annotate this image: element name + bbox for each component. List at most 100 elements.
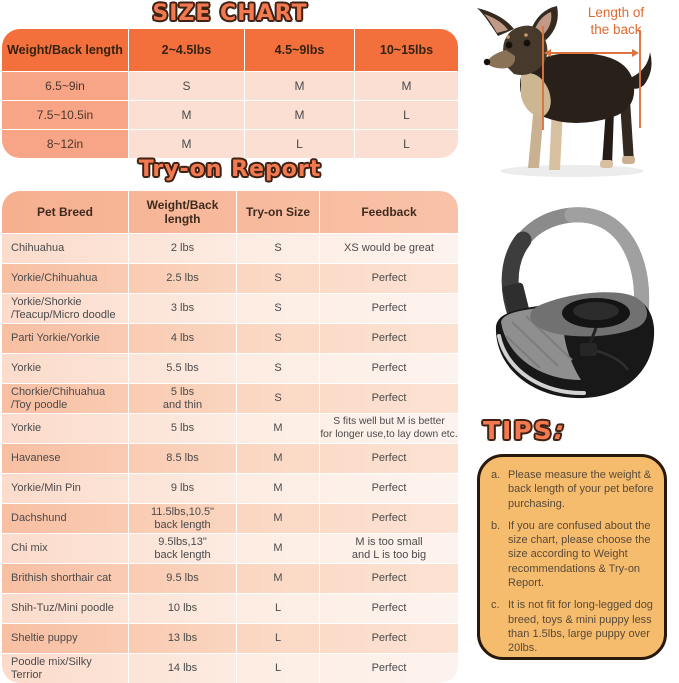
- feedback-cell: Perfect: [371, 302, 407, 315]
- tryon-size-cell: S: [237, 384, 320, 413]
- back-length-label-cell: 8~12in: [2, 130, 129, 158]
- weight-cell: 5.5 lbs: [129, 354, 237, 383]
- tryon-size-cell: M: [237, 504, 320, 533]
- arrow-shaft: [548, 52, 635, 54]
- pet-breed-cell: Shih-Tuz/Mini poodle: [2, 594, 129, 623]
- tryon-row: Yorkie/Chihuahua 2.5 lbs S Perfect: [2, 264, 458, 294]
- pet-breed-cell: Chi mix: [2, 534, 129, 563]
- tryon-size-cell: S: [237, 354, 320, 383]
- feedback-cell: Perfect: [371, 632, 407, 645]
- pet-breed-cell: Yorkie: [2, 354, 129, 383]
- size-chart-row: 6.5~9in S M M: [2, 72, 458, 101]
- weight-cell: 14 lbs: [129, 654, 237, 683]
- tip-text: If you are confused about the size chart…: [508, 519, 651, 590]
- size-chart-header-cell: 4.5~9lbs: [245, 29, 355, 71]
- tryon-header-cell: Pet Breed: [2, 191, 129, 233]
- tryon-size-cell: S: [237, 324, 320, 353]
- feedback-cell: Perfect: [371, 572, 407, 585]
- tryon-size-cell: S: [237, 234, 320, 263]
- tryon-row: Poodle mix/Silky Terrior 14 lbs L Perfec…: [2, 654, 458, 683]
- dog-photo: Length of the back: [462, 0, 679, 184]
- weight-cell: 10 lbs: [129, 594, 237, 623]
- tryon-row: Parti Yorkie/Yorkie 4 lbs S Perfect: [2, 324, 458, 354]
- size-value-cell: S: [129, 72, 245, 100]
- tryon-header-cell: Try-on Size: [237, 191, 320, 233]
- tip-label: c.: [491, 599, 500, 612]
- tips-title: TIPS:: [483, 416, 569, 445]
- weight-cell: 9.5 lbs: [129, 564, 237, 593]
- tryon-row: Sheltie puppy 13 lbs L Perfect: [2, 624, 458, 654]
- weight-cell: 5 lbs and thin: [129, 384, 237, 413]
- sling-bag-illustration: [495, 207, 655, 399]
- measure-line-front: [542, 26, 544, 130]
- feedback-cell: Perfect: [371, 332, 407, 345]
- size-value-cell: M: [245, 72, 355, 100]
- tryon-header-cell: Feedback: [361, 204, 417, 219]
- tryon-header-cell: Weight/Back length: [129, 191, 237, 233]
- pet-breed-cell: Yorkie: [2, 414, 129, 443]
- feedback-cell: Perfect: [371, 452, 407, 465]
- feedback-cell: Perfect: [371, 362, 407, 375]
- tryon-row: Yorkie/Min Pin 9 lbs M Perfect: [2, 474, 458, 504]
- tryon-row: Dachshund 11.5lbs,10.5" back length M Pe…: [2, 504, 458, 534]
- size-value-cell: L: [355, 130, 458, 158]
- weight-cell: 11.5lbs,10.5" back length: [129, 504, 237, 533]
- size-value-cell: M: [245, 101, 355, 129]
- feedback-cell: Perfect: [371, 512, 407, 525]
- tryon-size-cell: L: [237, 654, 320, 683]
- tryon-row: Brithish shorthair cat 9.5 lbs M Perfect: [2, 564, 458, 594]
- feedback-cell: Perfect: [371, 482, 407, 495]
- size-value-cell: L: [355, 101, 458, 129]
- tryon-size-cell: L: [237, 624, 320, 653]
- tryon-header-row: Pet Breed Weight/Back length Try-on Size…: [2, 191, 458, 234]
- feedback-cell: XS would be great: [344, 242, 434, 255]
- size-chart-row: 7.5~10.5in M M L: [2, 101, 458, 130]
- pet-breed-cell: Yorkie/Shorkie /Teacup/Micro doodle: [2, 294, 129, 323]
- tryon-size-cell: L: [237, 594, 320, 623]
- weight-cell: 8.5 lbs: [129, 444, 237, 473]
- tip-item: c. It is not fit for long-legged dog bre…: [491, 598, 656, 655]
- tryon-row: Shih-Tuz/Mini poodle 10 lbs L Perfect: [2, 594, 458, 624]
- weight-cell: 2 lbs: [129, 234, 237, 263]
- feedback-cell: Perfect: [371, 602, 407, 615]
- tryon-size-cell: M: [237, 444, 320, 473]
- size-chart-header-cell: 2~4.5lbs: [129, 29, 245, 71]
- product-photo: [468, 196, 676, 422]
- back-length-label-cell: 7.5~10.5in: [2, 101, 129, 129]
- pet-breed-cell: Poodle mix/Silky Terrior: [2, 654, 129, 683]
- pet-breed-cell: Dachshund: [2, 504, 129, 533]
- size-chart-row: 8~12in M L L: [2, 130, 458, 158]
- tryon-row: Yorkie 5.5 lbs S Perfect: [2, 354, 458, 384]
- weight-cell: 5 lbs: [129, 414, 237, 443]
- tryon-size-cell: M: [237, 564, 320, 593]
- measure-line-back: [639, 30, 641, 128]
- size-chart-title: SIZE CHART: [152, 1, 308, 26]
- tryon-row: Chihuahua 2 lbs S XS would be great: [2, 234, 458, 264]
- tips-title-word: TIPS: [483, 416, 554, 445]
- arrow-left-icon: [544, 49, 551, 57]
- tryon-row: Chorkie/Chihuahua /Toy poodle 5 lbs and …: [2, 384, 458, 414]
- pet-breed-cell: Parti Yorkie/Yorkie: [2, 324, 129, 353]
- pet-breed-cell: Brithish shorthair cat: [2, 564, 129, 593]
- weight-cell: 9.5lbs,13" back length: [129, 534, 237, 563]
- pet-breed-cell: Yorkie/Chihuahua: [2, 264, 129, 293]
- measure-arrow: [544, 49, 639, 57]
- size-value-cell: M: [129, 130, 245, 158]
- size-value-cell: L: [245, 130, 355, 158]
- pet-breed-cell: Chorkie/Chihuahua /Toy poodle: [2, 384, 129, 413]
- feedback-cell: Perfect: [371, 392, 407, 405]
- tryon-size-cell: M: [237, 534, 320, 563]
- tip-item: a. Please measure the weight & back leng…: [491, 468, 656, 511]
- weight-cell: 4 lbs: [129, 324, 237, 353]
- tryon-size-cell: S: [237, 294, 320, 323]
- tryon-row: Havanese 8.5 lbs M Perfect: [2, 444, 458, 474]
- tryon-row: Chi mix 9.5lbs,13" back length M M is to…: [2, 534, 458, 564]
- back-length-label-cell: 6.5~9in: [2, 72, 129, 100]
- tip-text: Please measure the weight & back length …: [508, 469, 654, 510]
- size-chart-header-row: Weight/Back length 2~4.5lbs 4.5~9lbs 10~…: [2, 29, 458, 72]
- chihuahua-illustration: [477, 6, 652, 177]
- pet-breed-cell: Sheltie puppy: [2, 624, 129, 653]
- size-value-cell: M: [355, 72, 458, 100]
- feedback-cell: M is too small and L is too big: [351, 535, 427, 561]
